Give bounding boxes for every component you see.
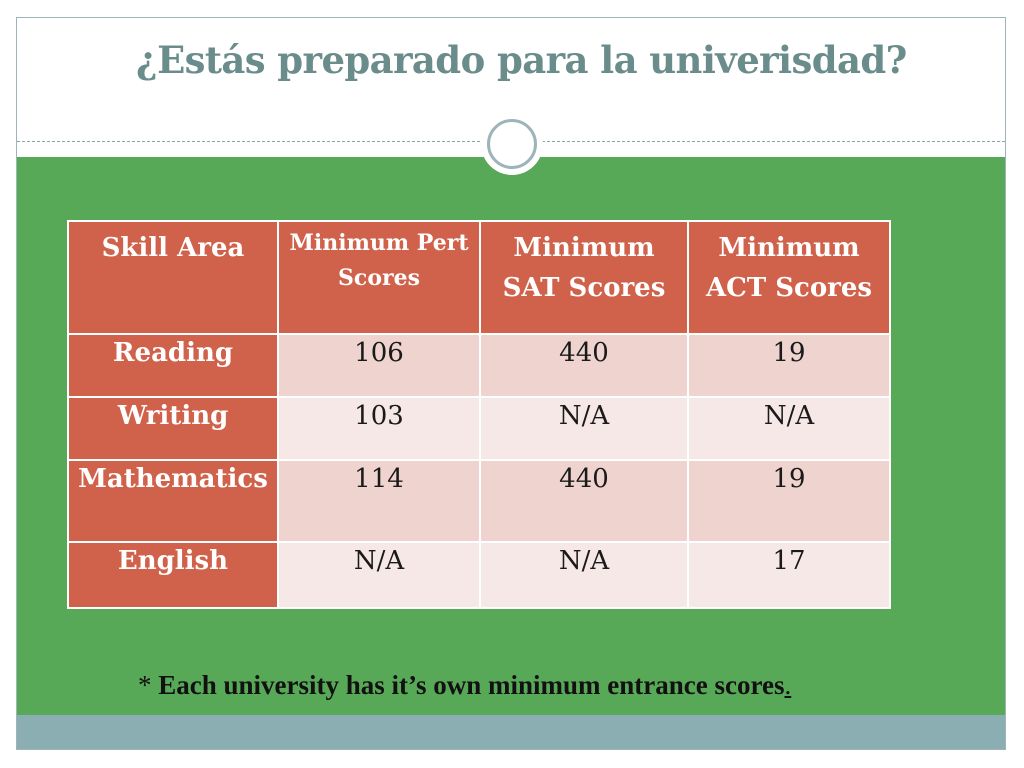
header-sat-scores: Minimum SAT Scores <box>479 220 689 335</box>
scores-table: Skill Area Minimum Pert Scores Minimum S… <box>67 220 891 609</box>
table-cell: 440 <box>479 333 689 398</box>
table-cell: N/A <box>479 396 689 461</box>
header-act-scores: Minimum ACT Scores <box>687 220 891 335</box>
row-label-english: English <box>67 541 279 609</box>
table-cell: 19 <box>687 459 891 543</box>
table-row: English N/A N/A 17 <box>67 541 891 609</box>
row-label-reading: Reading <box>67 333 279 398</box>
table-cell: N/A <box>687 396 891 461</box>
table-cell: 440 <box>479 459 689 543</box>
table-cell: 19 <box>687 333 891 398</box>
footnote-asterisk: * <box>138 670 152 700</box>
footnote: * Each university has it’s own minimum e… <box>138 670 791 701</box>
row-label-writing: Writing <box>67 396 279 461</box>
footer-band <box>17 715 1005 749</box>
row-label-mathematics: Mathematics <box>67 459 279 543</box>
table-row: Reading 106 440 19 <box>67 333 891 398</box>
slide-title: ¿Estás preparado para la univerisdad? <box>136 38 907 82</box>
table-row: Writing 103 N/A N/A <box>67 396 891 461</box>
circle-ornament-icon <box>487 119 537 169</box>
table-cell: N/A <box>277 541 481 609</box>
header-pert-scores: Minimum Pert Scores <box>277 220 481 335</box>
table-cell: 103 <box>277 396 481 461</box>
table-row: Mathematics 114 440 19 <box>67 459 891 543</box>
table-header-row: Skill Area Minimum Pert Scores Minimum S… <box>67 220 891 335</box>
table-cell: N/A <box>479 541 689 609</box>
header-skill-area: Skill Area <box>67 220 279 335</box>
footnote-text: Each university has it’s own minimum ent… <box>158 670 785 700</box>
footnote-period: . <box>784 670 792 700</box>
table-cell: 106 <box>277 333 481 398</box>
table-cell: 17 <box>687 541 891 609</box>
table-cell: 114 <box>277 459 481 543</box>
